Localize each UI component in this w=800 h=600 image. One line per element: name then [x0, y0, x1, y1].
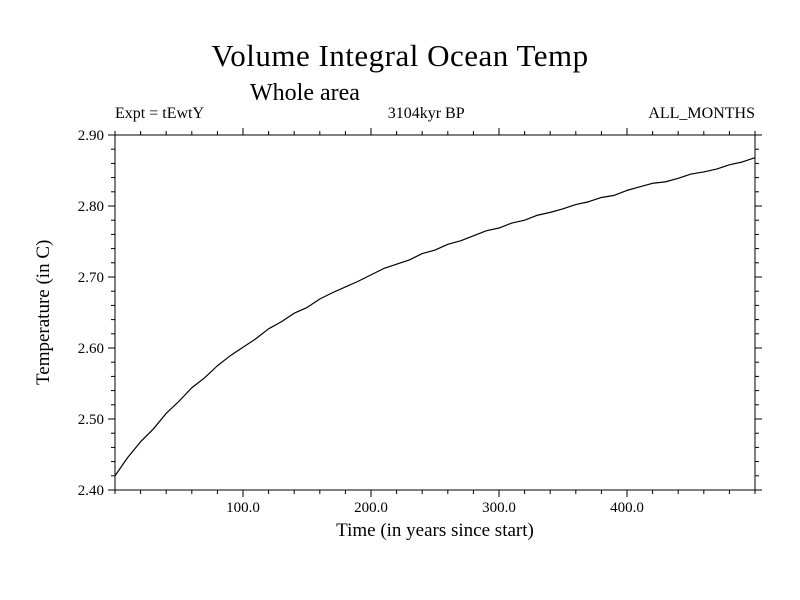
y-tick-label: 2.80 [78, 199, 104, 215]
y-tick-label: 2.60 [78, 341, 104, 357]
chart-subtitle: Whole area [250, 80, 360, 106]
months-label: ALL_MONTHS [648, 105, 755, 122]
y-tick-label: 2.70 [78, 270, 104, 286]
temperature-line [114, 157, 756, 477]
x-axis-label: Time (in years since start) [336, 520, 534, 541]
time-bp-label: 3104kyr BP [387, 105, 465, 122]
experiment-label: Expt = tEwtY [115, 105, 205, 122]
y-tick-label: 2.50 [78, 412, 104, 428]
plot-svg: 100.0 200.0 300.0 400.0 2.40 2.50 2.60 2.70 2.80… [78, 128, 762, 516]
y-tick-label: 2.90 [78, 128, 104, 144]
x-tick-label: 100.0 [226, 500, 260, 516]
y-tick-label: 2.40 [78, 483, 104, 499]
x-tick-label: 300.0 [482, 500, 516, 516]
annotation-row: Expt = tEwtY 3104kyr BP ALL_MONTHS [115, 105, 755, 123]
chart-title: Volume Integral Ocean Temp [211, 38, 589, 73]
y-axis-label: Temperature (in C) [33, 239, 54, 386]
x-tick-label: 400.0 [610, 500, 644, 516]
x-tick-label: 200.0 [354, 500, 388, 516]
plot-frame [114, 134, 756, 491]
